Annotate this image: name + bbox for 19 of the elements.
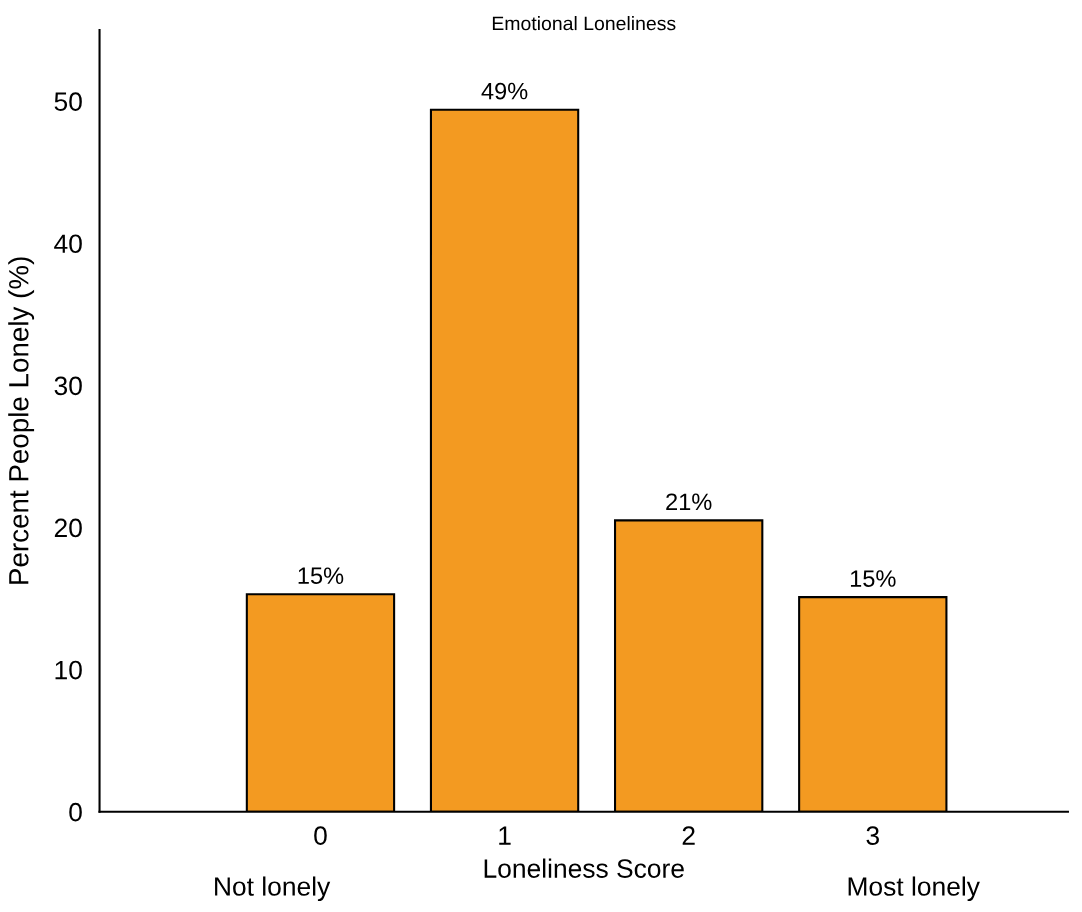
y-tick-label: 30: [54, 376, 82, 396]
y-tick-label: 0: [69, 802, 82, 822]
x-tick-label: 3: [866, 826, 879, 845]
data-label: 15%: [850, 570, 896, 587]
x-tick-label: 2: [682, 826, 695, 845]
y-tick-label: 50: [54, 92, 82, 111]
y-axis-title: Percent People Lonely (%): [8, 257, 35, 584]
data-label: 49%: [481, 82, 528, 100]
y-tick-label: 40: [54, 234, 82, 254]
data-label: 15%: [298, 567, 344, 585]
text: Not lonely: [215, 876, 331, 902]
x-tick-label: 0: [314, 826, 327, 845]
y-tick-label: 10: [55, 660, 82, 680]
y-tick-label: 20: [54, 518, 82, 538]
x-axis-title: Loneliness Score: [484, 858, 684, 878]
data-label: 21%: [666, 493, 712, 511]
chart-title: Emotional Loneliness: [492, 16, 676, 31]
text: Most lonely: [848, 876, 980, 902]
x-tick-label: 1: [499, 826, 511, 845]
